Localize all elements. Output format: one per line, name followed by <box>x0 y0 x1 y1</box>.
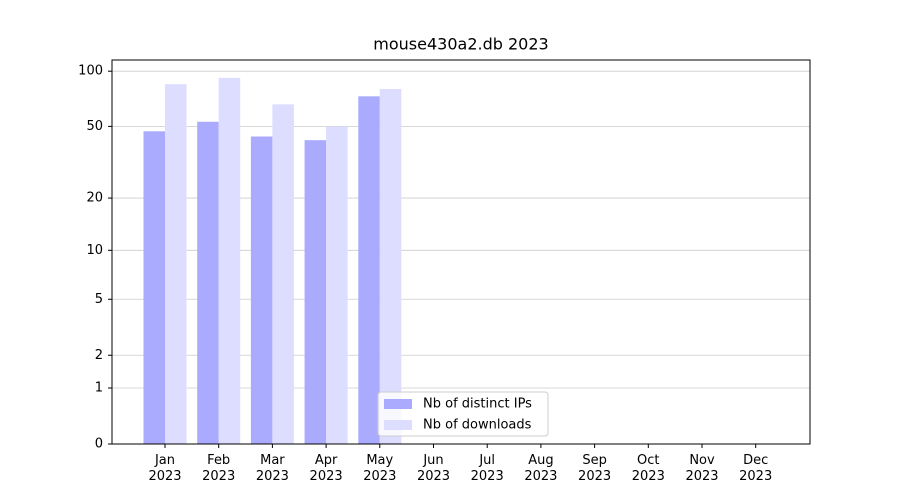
x-tick-label: Feb 2023 <box>202 453 236 484</box>
legend-swatch <box>384 399 412 409</box>
y-tick-label: 10 <box>86 243 103 258</box>
legend: Nb of distinct IPs Nb of downloads <box>377 391 549 437</box>
x-tick-label: May 2023 <box>363 453 397 484</box>
x-tick-label: Mar 2023 <box>255 453 289 484</box>
y-tick-label: 1 <box>95 381 103 396</box>
bar <box>358 96 380 444</box>
x-tick-label: Jun 2023 <box>416 453 451 484</box>
legend-label: Nb of distinct IPs <box>423 397 532 412</box>
x-tick-label: Sep 2023 <box>578 453 612 484</box>
bar <box>143 131 165 444</box>
legend-swatch <box>384 420 412 430</box>
x-tick-label: Dec 2023 <box>739 453 773 484</box>
x-tick-label: Aug 2023 <box>524 453 558 484</box>
x-tick-label: Oct 2023 <box>631 453 665 484</box>
y-tick-label: 2 <box>95 348 103 363</box>
bar <box>272 104 294 445</box>
bar <box>218 77 241 444</box>
y-tick-label: 50 <box>86 119 103 134</box>
x-tick-label: Apr 2023 <box>309 453 343 484</box>
x-tick-label: Nov 2023 <box>685 453 719 484</box>
bar <box>250 136 273 444</box>
axes-frame <box>111 59 811 445</box>
x-tick-label: Jul 2023 <box>470 453 504 484</box>
legend-box <box>377 391 549 437</box>
bar <box>197 121 219 444</box>
y-tick-label: 0 <box>95 437 103 452</box>
y-tick-label: 20 <box>86 191 103 206</box>
legend-label: Nb of downloads <box>423 418 532 433</box>
y-tick-label: 5 <box>95 292 103 307</box>
bar <box>379 89 402 445</box>
x-tick-label: Jan 2023 <box>148 453 182 484</box>
bar <box>326 126 348 445</box>
y-tick-label: 100 <box>78 64 103 79</box>
chart-title: mouse430a2.db 2023 <box>373 35 548 54</box>
bar <box>304 140 327 444</box>
bar <box>165 84 187 444</box>
